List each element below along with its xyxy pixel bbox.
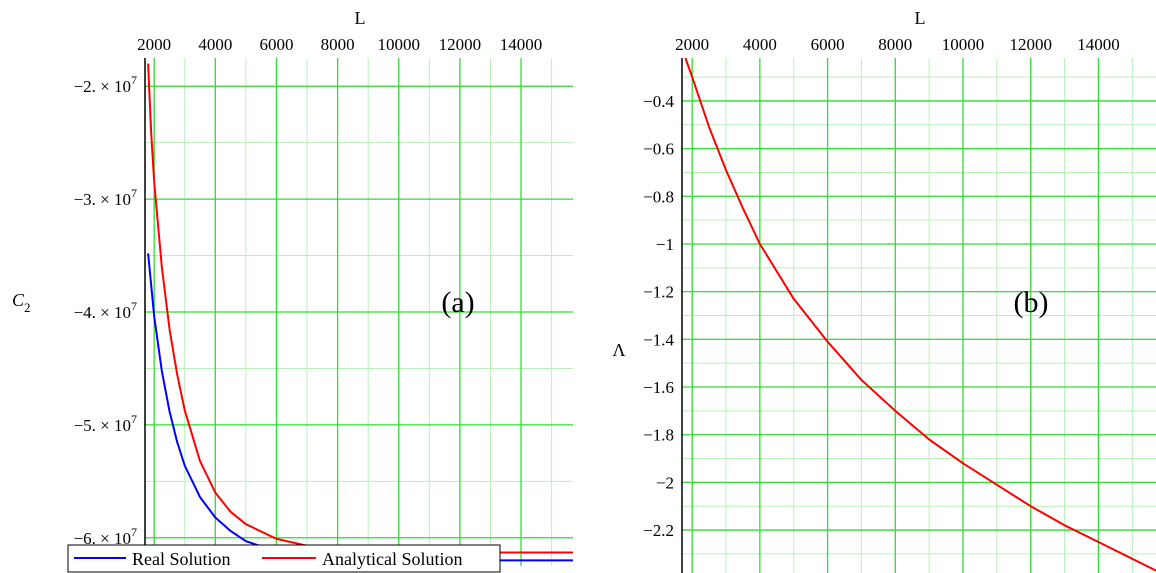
y-tick-mantissa: −6. × 10 [74, 529, 131, 548]
y-axis-title-subscript: 2 [24, 300, 31, 315]
y-tick-label-b: −1.4 [643, 330, 674, 349]
x-tick-label-b: 2000 [675, 35, 709, 54]
y-tick-labels-b: −0.4 −0.6 −0.8 −1 −1.2 −1.4 −1.6 −1.8 −2 −2.2 [643, 92, 674, 540]
y-axis-title-a: C2 [12, 290, 31, 315]
x-tick-label-b: 14000 [1077, 35, 1120, 54]
legend-label-real: Real Solution [132, 549, 231, 569]
x-tick-label-a: 12000 [439, 35, 482, 54]
x-tick-label-b: 6000 [811, 35, 845, 54]
series-line-b-series-0 [684, 57, 1156, 572]
panel-label-a: (a) [441, 286, 474, 319]
legend: Real Solution Analytical Solution [67, 544, 501, 573]
y-tick-label-a: −2. × 107 [74, 73, 137, 96]
x-axis-title-b: L [915, 8, 926, 28]
grid-minor-b [682, 58, 1156, 573]
legend-label-analytical: Analytical Solution [322, 549, 462, 569]
y-tick-label-a: −5. × 107 [74, 412, 137, 435]
y-axis-title-b: Λ [612, 340, 625, 360]
series-line-a-real-solution [147, 253, 573, 562]
y-tick-label-b: −2 [656, 473, 674, 492]
y-tick-label-b: −1.8 [643, 426, 674, 445]
y-tick-label-a: −4. × 107 [74, 299, 137, 322]
y-tick-mantissa: −2. × 10 [74, 77, 131, 96]
y-tick-label-b: −2.2 [643, 521, 674, 540]
x-tick-label-b: 4000 [743, 35, 777, 54]
x-tick-label-a: 10000 [377, 35, 420, 54]
x-tick-label-b: 10000 [942, 35, 985, 54]
y-tick-label-a: −6. × 107 [74, 525, 137, 548]
y-axis-title-main: C [12, 290, 25, 310]
chart-panel-a: 2000 4000 6000 8000 10000 12000 14000 −2. × 10… [12, 8, 573, 566]
y-tick-exponent: 7 [131, 412, 137, 426]
x-tick-label-a: 2000 [137, 35, 171, 54]
y-tick-exponent: 7 [131, 525, 137, 539]
y-tick-label-b: −0.6 [643, 140, 674, 159]
y-tick-label-b: −1 [656, 235, 674, 254]
grid-major-a [145, 58, 573, 566]
y-tick-label-a: −3. × 107 [74, 186, 137, 209]
x-tick-label-a: 4000 [198, 35, 232, 54]
panel-label-b: (b) [1014, 286, 1049, 319]
y-tick-label-b: −1.2 [643, 283, 674, 302]
x-tick-labels-a: 2000 4000 6000 8000 10000 12000 14000 [137, 35, 542, 54]
x-tick-labels-b: 2000 4000 6000 8000 10000 12000 14000 [675, 35, 1120, 54]
chart-panel-b: 2000 4000 6000 8000 10000 12000 14000 −0.4 −0.6… [612, 8, 1156, 573]
series-line-a-analytical-solution [147, 63, 573, 554]
y-tick-exponent: 7 [131, 299, 137, 313]
series-layer-b [684, 57, 1156, 572]
y-tick-label-b: −0.8 [643, 187, 674, 206]
y-tick-label-b: −1.6 [643, 378, 674, 397]
x-tick-label-a: 14000 [500, 35, 543, 54]
y-tick-mantissa: −5. × 10 [74, 416, 131, 435]
x-tick-label-a: 8000 [321, 35, 355, 54]
y-tick-label-b: −0.4 [643, 92, 674, 111]
x-axis-title-a: L [355, 8, 366, 28]
y-tick-labels-a: −2. × 107−3. × 107−4. × 107−5. × 107−6. … [74, 73, 137, 548]
y-tick-exponent: 7 [131, 73, 137, 87]
y-tick-exponent: 7 [131, 186, 137, 200]
y-tick-mantissa: −3. × 10 [74, 190, 131, 209]
grid-major-b [682, 58, 1156, 573]
x-tick-label-b: 8000 [878, 35, 912, 54]
y-tick-mantissa: −4. × 10 [74, 303, 131, 322]
x-tick-label-b: 12000 [1009, 35, 1052, 54]
x-tick-label-a: 6000 [259, 35, 293, 54]
